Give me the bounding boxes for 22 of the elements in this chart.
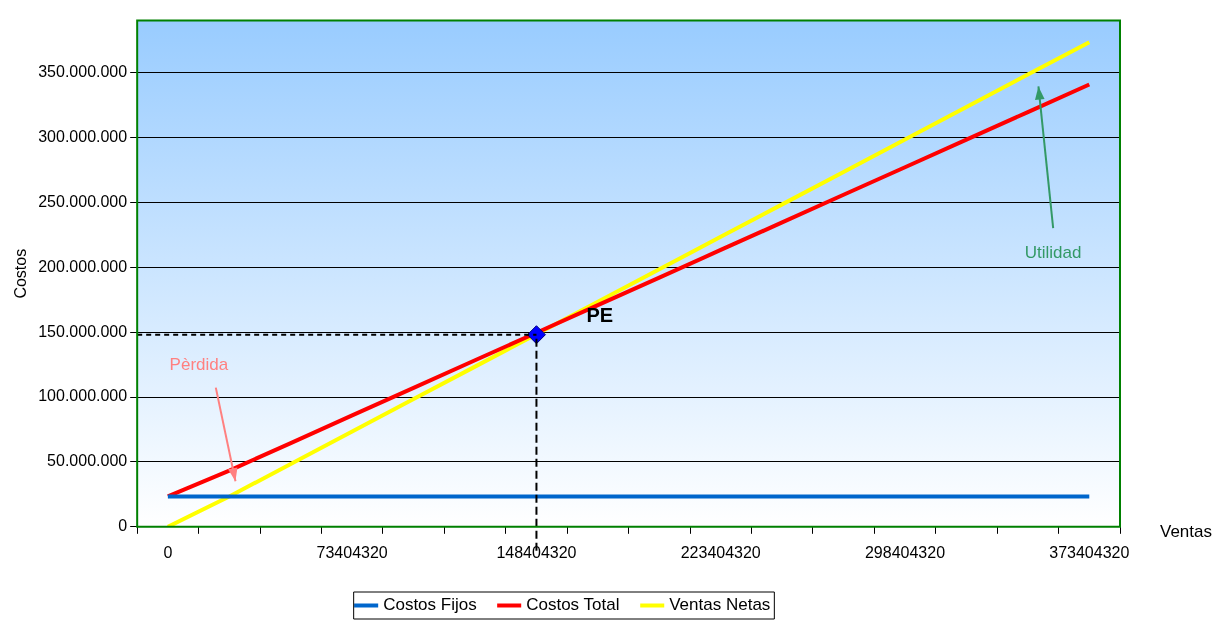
y-tick-label: 50.000.000 <box>47 452 128 470</box>
y-tick-label: 0 <box>118 517 128 535</box>
x-tick-label: 73404320 <box>316 543 388 561</box>
y-tick-label: 100.000.000 <box>38 387 128 405</box>
x-axis-title: Ventas <box>1160 522 1212 542</box>
x-tick-label: 0 <box>163 543 173 561</box>
x-tick-label: 373404320 <box>1049 543 1130 561</box>
y-tick-label: 300.000.000 <box>38 127 128 145</box>
y-tick-label: 200.000.000 <box>38 257 128 275</box>
y-tick-label: 150.000.000 <box>38 322 128 340</box>
legend-label: Costos Total <box>526 595 620 615</box>
y-axis-title: Costos <box>12 248 30 299</box>
y-tick-label: 250.000.000 <box>38 192 128 210</box>
annotation: Utilidad <box>1024 243 1082 263</box>
annotation: Pèrdida <box>169 354 229 374</box>
annotation: PE <box>586 304 614 327</box>
x-tick-label: 298404320 <box>864 543 946 561</box>
legend-label: Ventas Netas <box>669 595 771 615</box>
y-tick-label: 350.000.000 <box>38 62 128 80</box>
x-tick-label: 148404320 <box>496 543 577 561</box>
legend-label: Costos Fijos <box>383 595 477 615</box>
x-tick-label: 223404320 <box>680 543 761 561</box>
